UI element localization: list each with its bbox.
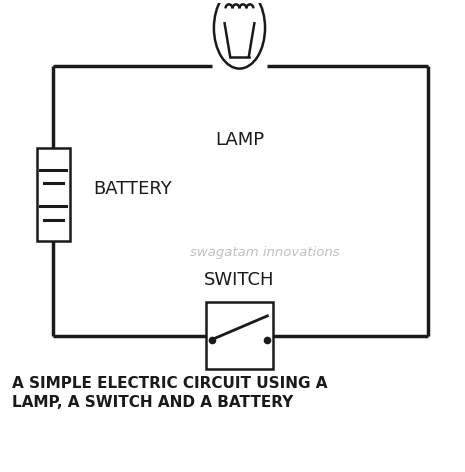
Ellipse shape: [214, 0, 265, 68]
Text: LAMP: LAMP: [215, 131, 264, 149]
Text: SWITCH: SWITCH: [204, 271, 275, 289]
Text: swagatam innovations: swagatam innovations: [190, 246, 340, 259]
Text: A SIMPLE ELECTRIC CIRCUIT USING A
LAMP, A SWITCH AND A BATTERY: A SIMPLE ELECTRIC CIRCUIT USING A LAMP, …: [12, 376, 327, 410]
Bar: [37, 148, 70, 241]
Text: BATTERY: BATTERY: [93, 180, 172, 199]
Bar: [206, 303, 273, 370]
